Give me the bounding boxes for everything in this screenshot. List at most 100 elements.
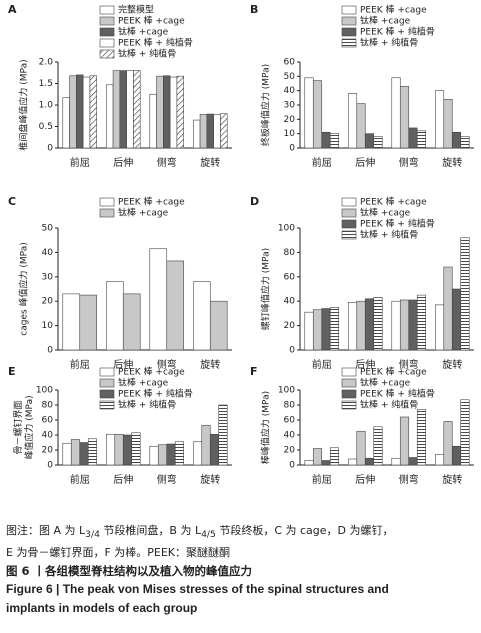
legend-swatch: [341, 38, 357, 48]
y-tick-label: 1.5: [39, 79, 53, 89]
legend-label: 钛棒 + 纯植骨: [360, 37, 418, 49]
bar: [416, 130, 427, 149]
bar: [201, 424, 211, 466]
y-tick-label: 40: [284, 431, 296, 441]
bar: [76, 74, 84, 149]
bar: [166, 443, 176, 466]
bar: [62, 442, 72, 466]
bar: [192, 119, 201, 149]
legend-label: 钛棒 +cage: [360, 15, 411, 27]
bar: [112, 70, 121, 149]
x-tick-label: 前屈: [70, 358, 90, 371]
y-tick-label: 0.5: [39, 122, 53, 132]
bar: [364, 457, 375, 466]
bar: [408, 299, 418, 351]
x-tick-label: 侧弯: [157, 358, 177, 371]
bar: [391, 77, 401, 149]
legend-swatch: [99, 5, 115, 15]
bar: [169, 76, 178, 149]
note-text: 图注：图 A 为 L: [6, 524, 86, 537]
x-tick-label: 侧弯: [157, 473, 177, 486]
bar: [209, 300, 228, 351]
bar: [163, 75, 171, 149]
bar: [122, 293, 141, 351]
bar: [304, 311, 314, 351]
bar: [62, 97, 70, 149]
bar: [329, 306, 340, 351]
y-axis-label: 椎间盘峰值应力 (MPa): [18, 59, 30, 150]
caption: 图注：图 A 为 L3/4 节段椎间盘，B 为 L4/5 节段终板，C 为 ca…: [6, 522, 476, 618]
y-tick-label: 50: [42, 224, 54, 234]
legend-swatch: [341, 378, 357, 388]
y-tick-label: 100: [278, 224, 295, 234]
caption-note: 图注：图 A 为 L3/4 节段椎间盘，B 为 L4/5 节段终板，C 为 ca…: [6, 522, 476, 562]
legend-swatch: [99, 16, 115, 26]
y-tick-label: 1.0: [39, 101, 54, 111]
bar: [119, 70, 127, 149]
bar: [176, 75, 185, 149]
x-tick-label: 后伸: [113, 157, 133, 169]
caption-title-en: Figure 6 | The peak von Mises stresses o…: [6, 582, 389, 597]
y-tick-label: 50: [284, 72, 296, 82]
bar: [399, 416, 410, 466]
bar: [312, 448, 323, 466]
legend-label: 钛棒 +cage: [118, 26, 169, 38]
y-tick-label: 80: [42, 401, 54, 411]
legend-label: PEEK 棒 +cage: [360, 196, 427, 208]
bar: [434, 90, 445, 149]
bar: [408, 127, 418, 149]
y-tick-label: 40: [42, 431, 54, 441]
x-tick-label: 旋转: [442, 473, 462, 486]
y-tick-label: 0: [289, 346, 295, 356]
y-tick-label: 20: [42, 297, 54, 307]
bar: [329, 133, 340, 149]
bar: [434, 304, 445, 351]
legend-swatch: [341, 389, 357, 399]
panel-label: B: [250, 3, 258, 16]
bar: [356, 103, 366, 149]
y-tick-label: 80: [284, 248, 296, 258]
y-axis-label: 骨－螺钉界面: [13, 400, 24, 454]
bar: [192, 441, 203, 466]
x-tick-label: 后伸: [113, 474, 133, 486]
bar: [451, 445, 462, 466]
y-tick-label: 0: [47, 144, 53, 154]
legend-label: PEEK 棒 +cage: [118, 366, 185, 378]
x-tick-label: 旋转: [442, 156, 462, 169]
bar: [82, 76, 91, 149]
legend-label: PEEK 棒 +cage: [118, 15, 185, 27]
legend-label: PEEK 棒 +cage: [360, 4, 427, 16]
bar: [70, 439, 81, 466]
bar: [209, 433, 220, 466]
x-tick-label: 后伸: [355, 157, 375, 169]
legend-label: PEEK 棒 +cage: [360, 366, 427, 378]
bar: [87, 438, 98, 466]
bar: [133, 70, 141, 149]
bar: [373, 136, 383, 149]
bar: [321, 460, 331, 466]
y-tick-label: 10: [284, 129, 296, 139]
x-tick-label: 前屈: [70, 473, 90, 486]
bar: [373, 426, 383, 466]
legend-label: 钛棒 + 纯植骨: [118, 48, 176, 60]
bar: [443, 421, 453, 466]
bar: [157, 444, 168, 466]
y-tick-label: 40: [284, 297, 296, 307]
y-tick-label: 0: [289, 144, 295, 154]
legend-swatch: [99, 27, 115, 37]
bar: [408, 457, 418, 466]
y-axis-label: 棒峰值应力 (MPa): [260, 391, 272, 464]
legend-swatch: [99, 49, 115, 59]
bar: [105, 84, 114, 149]
legend-swatch: [99, 400, 115, 410]
bar: [114, 433, 124, 466]
bar: [206, 113, 214, 149]
bar: [69, 75, 77, 149]
y-tick-label: 20: [42, 446, 54, 456]
legend-label: 钛棒 + 纯植骨: [118, 399, 176, 411]
bar: [451, 131, 462, 149]
y-axis-label: 螺钉峰值应力 (MPa): [260, 248, 272, 330]
note-text: 节段椎间盘，B 为 L: [99, 524, 202, 537]
